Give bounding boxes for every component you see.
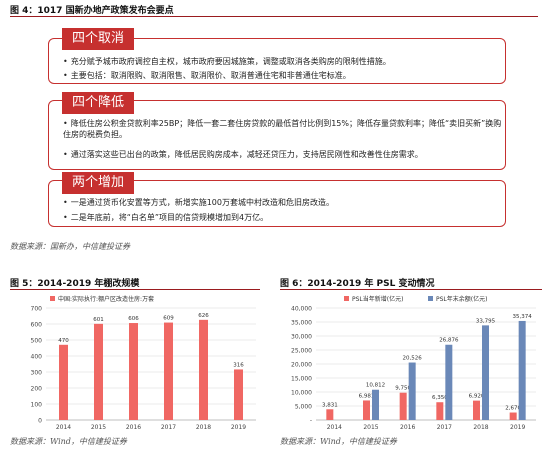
data-label: 10,812 [366, 383, 385, 389]
bar-2014-s0 [326, 409, 334, 420]
data-label: 606 [128, 316, 139, 322]
legend-label-new: PSL当年新增(亿元) [352, 295, 403, 303]
legend-swatch-balance [428, 296, 433, 301]
legend-label-balance: PSL年末余额(亿元) [436, 295, 487, 303]
y-tick-label: 200 [31, 386, 43, 393]
figure5-title-rule [10, 289, 260, 290]
bar-2018-s0 [199, 319, 208, 420]
x-tick-label: 2016 [126, 424, 141, 431]
bar-2017-s0 [164, 322, 173, 420]
y-tick-label: 10,000 [291, 390, 312, 397]
bar-2019-s0 [509, 412, 517, 420]
data-label: 609 [163, 316, 174, 322]
data-label: 9,750 [395, 386, 411, 392]
data-label: 20,526 [403, 356, 423, 362]
x-tick-label: 2018 [196, 424, 211, 431]
bar-2015-s0 [94, 323, 103, 420]
y-tick-label: 300 [31, 370, 43, 377]
bar-2019-s0 [234, 369, 243, 420]
bullet-increase-2: 二是年底前，将“白名单”项目的信贷规模增加到4万亿。 [63, 212, 268, 223]
y-tick-label: 30,000 [291, 334, 312, 341]
data-label: 316 [233, 362, 244, 368]
y-tick-label: 40,000 [291, 306, 312, 313]
x-tick-label: 2017 [161, 424, 176, 431]
y-tick-label: 400 [31, 354, 43, 361]
x-tick-label: 2016 [400, 424, 415, 431]
data-label: 626 [198, 313, 209, 319]
data-label: 6,920 [469, 394, 485, 400]
data-label: 26,876 [439, 338, 459, 344]
tab-four-lower: 四个降低 [62, 92, 135, 114]
bar-2016-s1 [408, 362, 416, 420]
data-label: 3,831 [322, 402, 338, 408]
y-tick-label: 600 [31, 322, 43, 329]
bar-2018-s1 [482, 325, 489, 420]
bar-2017-s1 [445, 344, 453, 420]
x-tick-label: 2015 [363, 424, 378, 431]
bullet-lower-1: 降低住房公积金贷款利率25BP；降低一套二套住房贷款的最低首付比例到15%；降低… [63, 118, 503, 140]
bullet-lower-2: 通过落实这些已出台的政策，降低居民购房成本，减轻还贷压力，支持居民刚性和改善性住… [63, 149, 423, 160]
data-label: 6,350 [432, 395, 448, 401]
data-label: 2,670 [505, 406, 521, 412]
x-tick-label: 2018 [473, 424, 488, 431]
y-tick-label: - [310, 418, 312, 425]
data-label: 35,374 [513, 314, 533, 320]
bar-2019-s1 [518, 320, 526, 420]
bar-2016-s0 [399, 392, 407, 420]
y-tick-label: 500 [31, 338, 43, 345]
data-label: 33,795 [476, 318, 496, 324]
pengai-chart: 0 100 200 300 400 500 600 700 2014 470 2015 601 2016… [31, 295, 256, 431]
bar-2014-s0 [59, 344, 68, 420]
y-tick-label: 15,000 [291, 376, 312, 383]
legend-swatch [50, 296, 55, 301]
figure4-title-rule [10, 16, 538, 17]
bullet-cancel-1: 充分赋予城市政府调控自主权，城市政府要因城施策，调整或取消各类购房的限制性措施。 [63, 56, 391, 67]
figure6-title: 图 6：2014-2019 年 PSL 变动情况 [280, 279, 435, 289]
y-tick-label: 35,000 [291, 320, 312, 327]
figure5-source: 数据来源：Wind，中信建投证券 [10, 437, 127, 446]
y-tick-label: 20,000 [291, 362, 312, 369]
tab-two-increase: 两个增加 [62, 172, 135, 194]
y-tick-label: 700 [31, 306, 43, 313]
data-label: 6,981 [359, 393, 375, 399]
figure6-source: 数据来源：Wind，中信建投证券 [280, 437, 397, 446]
legend-label: 中国:实际执行:棚户区改造住房:万套 [58, 295, 154, 303]
x-tick-label: 2019 [510, 424, 525, 431]
psl-chart: - 5,000 10,000 15,000 20,000 25,000 30,000 35,0… [291, 295, 536, 431]
legend-swatch-new [344, 296, 349, 301]
data-label: 470 [58, 338, 69, 344]
bar-2016-s0 [129, 323, 138, 420]
bar-2015-s1 [372, 389, 379, 420]
data-label: 601 [93, 317, 104, 323]
x-tick-label: 2014 [327, 424, 342, 431]
y-tick-label: 25,000 [291, 348, 312, 355]
y-tick-label: 100 [31, 402, 43, 409]
figure4-source: 数据来源：国新办，中信建投证券 [10, 242, 130, 251]
figure4-title: 图 4：1017 国新办地产政策发布会要点 [10, 6, 174, 16]
x-tick-label: 2015 [91, 424, 106, 431]
figure6-title-rule [280, 289, 542, 290]
tab-four-cancel: 四个取消 [62, 28, 135, 50]
bullet-increase-1: 一是通过货币化安置等方式，新增实施100万套城中村改造和危旧房改造。 [63, 197, 334, 208]
x-tick-label: 2019 [231, 424, 246, 431]
y-tick-label: 5,000 [295, 404, 312, 411]
y-tick-label: 0 [38, 418, 42, 425]
bullet-cancel-2: 主要包括：取消限购、取消限售、取消限价、取消普通住宅和非普通住宅标准。 [63, 70, 351, 81]
x-tick-label: 2014 [56, 424, 71, 431]
x-tick-label: 2017 [437, 424, 452, 431]
figure5-title: 图 5：2014-2019 年棚改规模 [10, 279, 140, 289]
bar-2015-s0 [363, 400, 370, 420]
bar-2017-s0 [436, 402, 444, 420]
bar-2018-s0 [473, 400, 480, 420]
